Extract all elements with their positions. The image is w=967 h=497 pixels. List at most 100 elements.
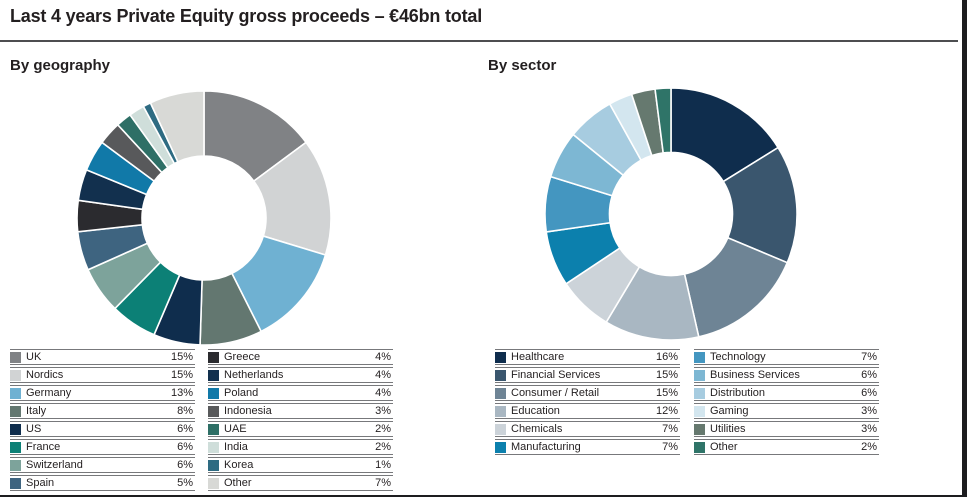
- donut-segment-other: [654, 87, 672, 154]
- legend-row-netherlands: Netherlands 4%: [208, 367, 393, 383]
- legend-label: Distribution: [710, 387, 766, 399]
- legend-row-other: Other 7%: [208, 475, 393, 491]
- legend-label: Technology: [710, 351, 766, 363]
- legend-label: UK: [26, 351, 42, 363]
- legend-row-italy: Italy 8%: [10, 403, 195, 419]
- legend-sector: Healthcare 16% Financial Services 15% Consum…: [495, 349, 879, 457]
- chart-heading-sector: By sector: [488, 57, 557, 74]
- legend-value: 6%: [177, 423, 193, 435]
- legend-label: Healthcare: [511, 351, 565, 363]
- chart-heading-geography: By geography: [10, 57, 111, 74]
- legend-swatch: [10, 441, 21, 453]
- legend-column: UK 15% Nordics 15% Germany 13% Italy 8% US 6% Fran…: [10, 349, 195, 493]
- legend-row-chemicals: Chemicals 7%: [495, 421, 680, 437]
- legend-label: Poland: [224, 387, 259, 399]
- legend-label: Other: [224, 477, 252, 489]
- legend-value: 4%: [375, 387, 391, 399]
- legend-row-technology: Technology 7%: [694, 349, 879, 365]
- legend-swatch: [208, 405, 219, 417]
- legend-value: 3%: [861, 423, 877, 435]
- legend-row-healthcare: Healthcare 16%: [495, 349, 680, 365]
- legend-value: 4%: [375, 369, 391, 381]
- legend-swatch: [208, 423, 219, 435]
- legend-value: 6%: [177, 441, 193, 453]
- page-edge-right: [962, 0, 967, 497]
- legend-label: Spain: [26, 477, 55, 489]
- legend-row-korea: Korea 1%: [208, 457, 393, 473]
- legend-label: Chemicals: [511, 423, 563, 435]
- legend-label: Utilities: [710, 423, 746, 435]
- legend-column: Greece 4% Netherlands 4% Poland 4% Indonesia 3%…: [208, 349, 393, 493]
- legend-value: 2%: [375, 423, 391, 435]
- legend-value: 2%: [861, 441, 877, 453]
- legend-label: Korea: [224, 459, 254, 471]
- legend-row-poland: Poland 4%: [208, 385, 393, 401]
- legend-value: 6%: [177, 459, 193, 471]
- legend-label: Financial Services: [511, 369, 601, 381]
- legend-value: 5%: [177, 477, 193, 489]
- legend-value: 7%: [375, 477, 391, 489]
- legend-label: Indonesia: [224, 405, 272, 417]
- legend-value: 4%: [375, 351, 391, 363]
- legend-value: 7%: [861, 351, 877, 363]
- legend-swatch: [10, 459, 21, 471]
- legend-label: Nordics: [26, 369, 64, 381]
- legend-label: Consumer / Retail: [511, 387, 600, 399]
- legend-swatch: [10, 405, 21, 417]
- legend-value: 3%: [375, 405, 391, 417]
- legend-swatch: [208, 369, 219, 381]
- legend-row-france: France 6%: [10, 439, 195, 455]
- donut-chart-sector: [544, 87, 798, 341]
- legend-row-us: US 6%: [10, 421, 195, 437]
- legend-swatch: [495, 423, 506, 435]
- legend-label: Greece: [224, 351, 261, 363]
- title-divider: [0, 40, 958, 42]
- legend-swatch: [10, 477, 21, 489]
- legend-row-manufacturing: Manufacturing 7%: [495, 439, 680, 455]
- legend-value: 7%: [662, 441, 678, 453]
- legend-swatch: [208, 459, 219, 471]
- page-edge-bottom: [0, 495, 967, 497]
- legend-row-greece: Greece 4%: [208, 349, 393, 365]
- legend-row-gaming: Gaming 3%: [694, 403, 879, 419]
- legend-row-business-services: Business Services 6%: [694, 367, 879, 383]
- legend-swatch: [208, 441, 219, 453]
- legend-label: Italy: [26, 405, 47, 417]
- legend-value: 12%: [655, 405, 678, 417]
- legend-value: 8%: [177, 405, 193, 417]
- legend-swatch: [208, 477, 219, 489]
- legend-label: India: [224, 441, 248, 453]
- legend-label: Switzerland: [26, 459, 83, 471]
- legend-swatch: [694, 369, 705, 381]
- legend-swatch: [694, 441, 705, 453]
- legend-value: 15%: [170, 351, 193, 363]
- legend-value: 15%: [655, 387, 678, 399]
- legend-label: Business Services: [710, 369, 800, 381]
- legend-swatch: [495, 387, 506, 399]
- legend-swatch: [694, 423, 705, 435]
- legend-value: 6%: [861, 387, 877, 399]
- legend-value: 7%: [662, 423, 678, 435]
- legend-value: 1%: [375, 459, 391, 471]
- legend-row-nordics: Nordics 15%: [10, 367, 195, 383]
- legend-row-education: Education 12%: [495, 403, 680, 419]
- legend-row-consumer-retail: Consumer / Retail 15%: [495, 385, 680, 401]
- donut-chart-geography: [76, 90, 332, 346]
- legend-row-utilities: Utilities 3%: [694, 421, 879, 437]
- legend-label: Manufacturing: [511, 441, 581, 453]
- legend-row-switzerland: Switzerland 6%: [10, 457, 195, 473]
- legend-label: Germany: [26, 387, 72, 399]
- legend-swatch: [495, 405, 506, 417]
- legend-label: Education: [511, 405, 560, 417]
- legend-geography: UK 15% Nordics 15% Germany 13% Italy 8% US 6% Fran…: [10, 349, 393, 493]
- legend-value: 16%: [655, 351, 678, 363]
- legend-swatch: [10, 387, 21, 399]
- legend-swatch: [694, 387, 705, 399]
- legend-row-germany: Germany 13%: [10, 385, 195, 401]
- legend-label: US: [26, 423, 42, 435]
- legend-column: Healthcare 16% Financial Services 15% Consum…: [495, 349, 680, 457]
- legend-swatch: [694, 405, 705, 417]
- legend-swatch: [495, 441, 506, 453]
- legend-swatch: [495, 351, 506, 363]
- legend-row-uae: UAE 2%: [208, 421, 393, 437]
